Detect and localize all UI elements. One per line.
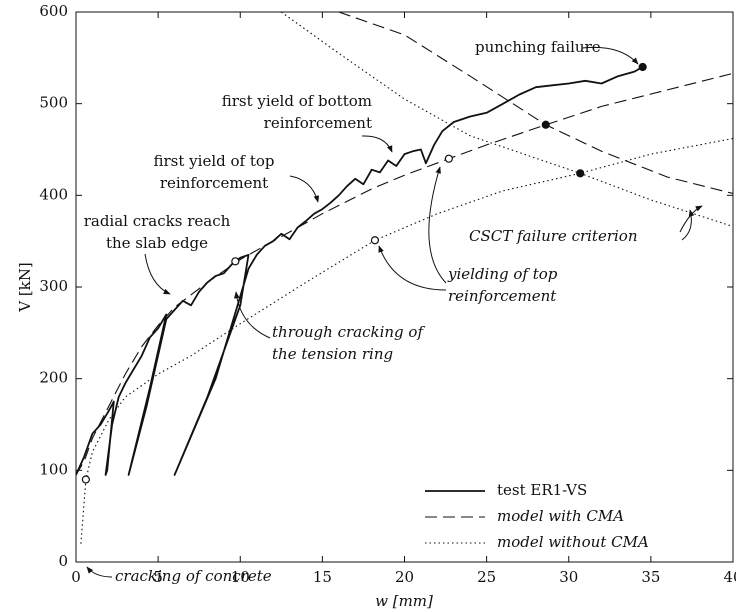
annotation: first yield of bottom: [222, 92, 372, 110]
annotation: reinforcement: [448, 287, 557, 305]
series-line: [80, 137, 733, 544]
marker-point: [541, 120, 550, 129]
y-tick-label: 400: [39, 185, 68, 203]
annotation-arrow: [681, 209, 695, 241]
annotation: reinforcement: [160, 174, 268, 192]
x-tick-label: 35: [641, 568, 660, 586]
y-axis-label: V [kN]: [16, 262, 34, 313]
x-tick-label: 40: [723, 568, 736, 586]
x-tick-label: 0: [71, 568, 81, 586]
annotation: CSCT failure criterion: [469, 227, 638, 245]
annotation: first yield of top: [154, 152, 275, 170]
legend-label: model without CMA: [497, 533, 649, 551]
y-tick-label: 0: [58, 552, 68, 570]
x-tick-label: 30: [559, 568, 578, 586]
marker-point: [444, 154, 453, 163]
x-tick-label: 10: [231, 568, 250, 586]
annotation: radial cracks reach: [84, 212, 231, 230]
annotation-arrow: [289, 175, 320, 203]
series-line: [76, 66, 644, 476]
series-line: [76, 72, 733, 476]
annotation: reinforcement: [264, 114, 372, 132]
y-tick-label: 300: [39, 277, 68, 295]
annotation-arrow: [581, 46, 639, 65]
marker-point: [638, 62, 647, 72]
marker-point: [231, 257, 240, 266]
marker-point: [370, 236, 380, 245]
x-tick-label: 25: [477, 568, 496, 586]
annotation-arrow: [428, 166, 447, 284]
legend-label: test ER1-VS: [497, 481, 587, 499]
annotation-arrow: [86, 566, 113, 578]
marker-point: [576, 169, 585, 178]
x-tick-label: 20: [395, 568, 414, 586]
annotation-arrow: [361, 135, 393, 153]
series-line: [280, 12, 733, 228]
x-tick-label: 15: [313, 568, 332, 586]
annotation-arrow: [233, 291, 271, 339]
annotation-arrow: [144, 253, 171, 295]
annotation: the slab edge: [106, 234, 208, 252]
annotation-arrow: [378, 245, 447, 291]
marker-point: [81, 475, 90, 484]
annotation: yielding of top: [447, 265, 558, 283]
plot-frame: [75, 11, 734, 563]
x-tick-label: 5: [153, 568, 163, 586]
legend-label: model with CMA: [497, 507, 624, 525]
annotation: through cracking of: [272, 323, 425, 341]
y-tick-label: 600: [39, 2, 68, 20]
x-axis-label: w [mm]: [375, 592, 433, 610]
annotation: punching failure: [475, 38, 601, 56]
y-tick-label: 500: [39, 94, 68, 112]
annotation: the tension ring: [272, 345, 393, 363]
annotation: cracking of concrete: [115, 567, 272, 585]
y-tick-label: 100: [39, 460, 68, 478]
y-tick-label: 200: [39, 369, 68, 387]
